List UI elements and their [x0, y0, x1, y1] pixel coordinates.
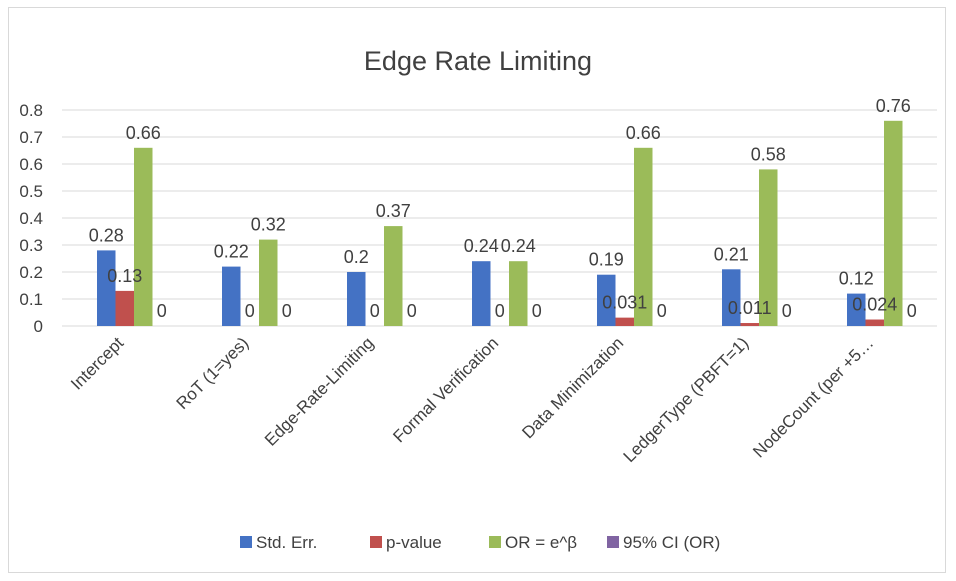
- legend-swatch: [607, 536, 619, 548]
- y-tick-label: 0.8: [19, 101, 43, 120]
- category-label: NodeCount (per +5…: [749, 333, 877, 461]
- y-tick-label: 0.4: [19, 209, 43, 228]
- data-label: 0: [370, 301, 380, 321]
- category-label: LedgerType (PBFT=1): [620, 333, 753, 466]
- data-label: 0: [282, 301, 292, 321]
- bar: [740, 323, 759, 326]
- bar-chart: Edge Rate Limiting 0 0.1 0.2 0.3 0.4 0.5 0.6 0.…: [19, 46, 937, 552]
- data-label: 0.58: [751, 144, 786, 164]
- data-label: 0.32: [251, 215, 286, 235]
- data-label: 0: [782, 301, 792, 321]
- data-label: 0.24: [501, 236, 536, 256]
- bar: [759, 169, 778, 326]
- category-label: Data Minimization: [518, 333, 627, 442]
- legend-label: OR = e^β: [505, 533, 577, 552]
- y-tick-label: 0.2: [19, 263, 43, 282]
- bar: [259, 239, 278, 326]
- data-label: 0: [245, 301, 255, 321]
- data-label: 0: [657, 301, 667, 321]
- x-axis-ticks: Intercept RoT (1=yes) Edge-Rate-Limiting Fo…: [67, 333, 877, 466]
- y-tick-label: 0.5: [19, 182, 43, 201]
- data-label: 0.37: [376, 201, 411, 221]
- data-label: 0: [157, 301, 167, 321]
- bar: [509, 261, 528, 326]
- y-tick-label: 0.7: [19, 128, 43, 147]
- bar: [865, 319, 884, 326]
- data-label: 0.12: [839, 269, 874, 289]
- y-tick-label: 0.1: [19, 290, 43, 309]
- legend-swatch: [489, 536, 501, 548]
- bar: [97, 250, 116, 326]
- data-label: 0.011: [728, 298, 772, 318]
- category-label: Edge-Rate-Limiting: [261, 333, 377, 449]
- bar: [222, 266, 241, 326]
- bar: [134, 147, 153, 326]
- data-label: 0.21: [714, 244, 749, 264]
- data-label: 0.66: [626, 123, 661, 143]
- data-label: 0.031: [602, 293, 647, 313]
- data-label: 0.19: [589, 250, 624, 270]
- bar: [615, 317, 634, 326]
- bar: [847, 293, 866, 326]
- gridlines: [62, 109, 937, 327]
- legend-label: p-value: [386, 533, 442, 552]
- legend: Std. Err. p-value OR = e^β 95% CI (OR): [240, 533, 720, 552]
- data-label: 0.13: [107, 266, 142, 286]
- data-label: 0.76: [876, 96, 911, 116]
- bars: [97, 120, 903, 326]
- y-tick-label: 0.6: [19, 155, 43, 174]
- category-label: Formal Verification: [389, 333, 502, 446]
- data-label: 0.24: [464, 236, 499, 256]
- legend-swatch: [240, 536, 252, 548]
- bar: [722, 269, 741, 326]
- bar: [115, 290, 134, 326]
- legend-label: Std. Err.: [256, 533, 317, 552]
- bar: [347, 272, 366, 326]
- y-tick-label: 0.3: [19, 236, 43, 255]
- y-tick-label: 0: [34, 317, 43, 336]
- bar: [472, 261, 491, 326]
- bar: [597, 274, 616, 326]
- data-label: 0.2: [344, 247, 369, 267]
- legend-swatch: [370, 536, 382, 548]
- legend-label: 95% CI (OR): [623, 533, 720, 552]
- bar: [634, 147, 653, 326]
- y-axis-ticks: 0 0.1 0.2 0.3 0.4 0.5 0.6 0.7 0.8: [19, 101, 43, 336]
- bar: [884, 120, 903, 326]
- chart-area: Edge Rate Limiting 0 0.1 0.2 0.3 0.4 0.5 0.6 0.…: [8, 7, 946, 573]
- data-label: 0: [907, 301, 917, 321]
- category-label: RoT (1=yes): [173, 333, 253, 413]
- bar: [384, 226, 403, 326]
- category-label: Intercept: [67, 333, 127, 393]
- data-label: 0.024: [852, 295, 897, 315]
- chart-title: Edge Rate Limiting: [364, 46, 592, 76]
- data-label: 0: [495, 301, 505, 321]
- data-label: 0.22: [214, 242, 249, 262]
- data-labels: 0.28 0.13 0.66 0 0.22 0 0.32 0 0.2 0 0.37 0 0.24 0 0.2…: [89, 96, 917, 321]
- data-label: 0: [532, 301, 542, 321]
- data-label: 0.66: [126, 123, 161, 143]
- data-label: 0.28: [89, 225, 124, 245]
- data-label: 0: [407, 301, 417, 321]
